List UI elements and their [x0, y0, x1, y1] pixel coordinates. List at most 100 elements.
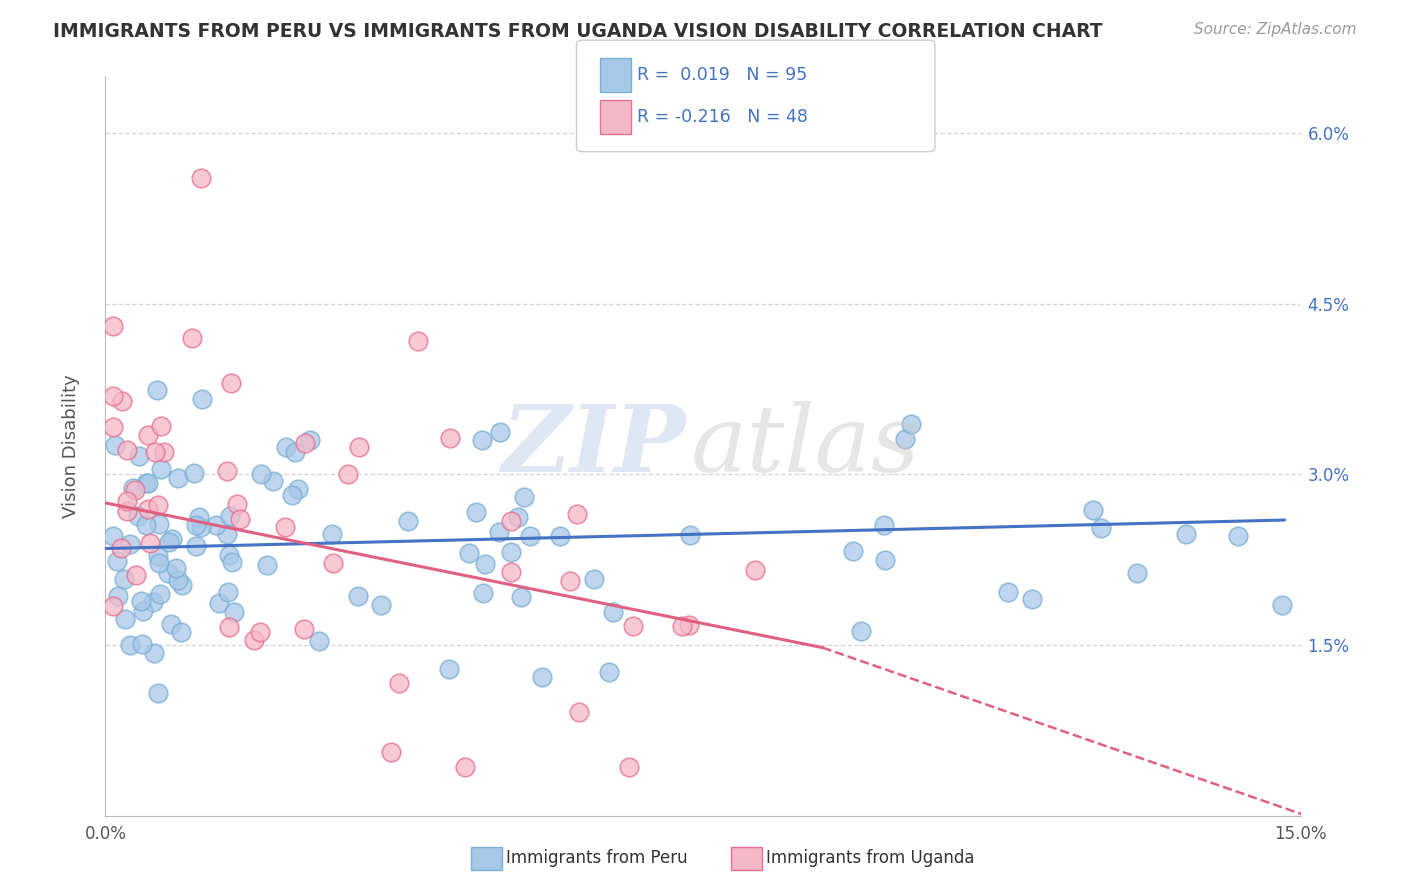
Point	[159, 616, 181, 631]
Point	[218, 620, 240, 634]
Text: Source: ZipAtlas.com: Source: ZipAtlas.com	[1194, 22, 1357, 37]
Point	[131, 637, 153, 651]
Point	[464, 505, 486, 519]
Point	[583, 572, 606, 586]
Text: IMMIGRANTS FROM PERU VS IMMIGRANTS FROM UGANDA VISION DISABILITY CORRELATION CHA: IMMIGRANTS FROM PERU VS IMMIGRANTS FROM …	[53, 22, 1104, 41]
Point	[274, 520, 297, 534]
Text: R =  0.019   N = 95: R = 0.019 N = 95	[637, 66, 807, 84]
Point	[170, 624, 193, 639]
Point	[841, 544, 863, 558]
Point	[118, 638, 141, 652]
Point	[146, 498, 169, 512]
Point	[284, 445, 307, 459]
Point	[215, 464, 238, 478]
Point	[190, 392, 212, 407]
Point	[215, 526, 238, 541]
Point	[120, 537, 142, 551]
Point	[208, 596, 231, 610]
Point	[138, 476, 160, 491]
Point	[679, 527, 702, 541]
Point	[148, 556, 170, 570]
Point	[308, 634, 330, 648]
Point	[1021, 591, 1043, 606]
Point	[149, 462, 172, 476]
Y-axis label: Vision Disability: Vision Disability	[62, 374, 80, 518]
Point	[396, 514, 419, 528]
Point	[217, 584, 239, 599]
Point	[103, 599, 125, 614]
Point	[157, 566, 180, 581]
Point	[135, 475, 157, 490]
Point	[437, 663, 460, 677]
Point	[287, 482, 309, 496]
Point	[598, 665, 620, 679]
Point	[617, 760, 640, 774]
Point	[472, 586, 495, 600]
Point	[125, 568, 148, 582]
Point	[112, 572, 135, 586]
Point	[165, 561, 187, 575]
Point	[225, 497, 247, 511]
Point	[873, 518, 896, 533]
Point	[132, 604, 155, 618]
Point	[152, 444, 174, 458]
Point	[621, 618, 644, 632]
Point	[128, 449, 150, 463]
Point	[565, 508, 588, 522]
Point	[322, 556, 344, 570]
Point	[148, 549, 170, 563]
Point	[103, 528, 125, 542]
Point	[744, 563, 766, 577]
Point	[103, 319, 125, 334]
Point	[501, 514, 523, 528]
Point	[250, 467, 273, 482]
Point	[115, 443, 138, 458]
Point	[294, 436, 316, 450]
Point	[509, 591, 531, 605]
Point	[138, 536, 160, 550]
Point	[408, 334, 430, 349]
Point	[370, 598, 392, 612]
Point	[103, 389, 125, 403]
Point	[281, 487, 304, 501]
Point	[143, 444, 166, 458]
Point	[1090, 521, 1112, 535]
Point	[508, 510, 530, 524]
Point	[678, 617, 700, 632]
Point	[222, 606, 245, 620]
Point	[114, 612, 136, 626]
Point	[519, 529, 541, 543]
Point	[292, 623, 315, 637]
Point	[184, 539, 207, 553]
Point	[1271, 598, 1294, 612]
Point	[560, 574, 582, 589]
Text: atlas: atlas	[692, 401, 921, 491]
Point	[190, 171, 212, 186]
Point	[997, 585, 1019, 599]
Point	[488, 524, 510, 539]
Point	[501, 565, 523, 579]
Point	[149, 586, 172, 600]
Point	[512, 490, 534, 504]
Point	[150, 418, 173, 433]
Point	[157, 535, 180, 549]
Point	[875, 552, 897, 566]
Point	[104, 438, 127, 452]
Point	[127, 508, 149, 523]
Point	[602, 605, 624, 619]
Point	[349, 441, 371, 455]
Point	[499, 545, 522, 559]
Point	[124, 483, 146, 497]
Point	[1083, 503, 1105, 517]
Point	[243, 632, 266, 647]
Point	[170, 577, 193, 591]
Point	[229, 512, 252, 526]
Point	[276, 441, 298, 455]
Point	[122, 481, 145, 495]
Point	[336, 467, 359, 481]
Point	[218, 548, 240, 562]
Point	[129, 593, 152, 607]
Point	[219, 509, 242, 524]
Point	[146, 686, 169, 700]
Point	[148, 516, 170, 531]
